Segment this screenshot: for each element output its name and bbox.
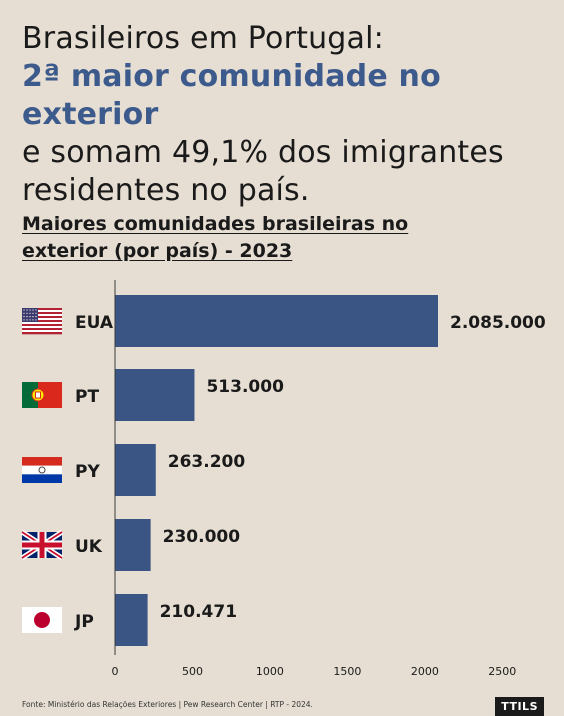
value-label-jp: 210.471 — [160, 602, 237, 622]
category-label-py: PY — [75, 462, 100, 482]
x-tick-label: 500 — [182, 665, 203, 678]
value-label-uk: 230.000 — [163, 527, 241, 547]
headline-line-3: e somam 49,1% dos imigrantes — [22, 135, 504, 170]
x-tick-label: 1500 — [333, 665, 361, 678]
headline-highlight: 2ª maior comunidade no exterior — [22, 59, 441, 132]
value-label-eua: 2.085.000 — [450, 313, 546, 333]
chart-title-line-1: Maiores comunidades brasileiras no — [22, 213, 409, 235]
headline-line-4: residentes no país. — [22, 173, 310, 208]
bar-pt — [115, 369, 195, 421]
source-note: Fonte: Ministério das Relações Exteriore… — [22, 700, 313, 709]
japan-flag-icon — [22, 607, 62, 633]
category-label-jp: JP — [74, 612, 94, 632]
paraguay-flag-icon — [22, 457, 62, 483]
chart-title-line-2: exterior (por país) - 2023 — [22, 240, 293, 262]
x-tick-label: 1000 — [256, 665, 284, 678]
bar-uk — [115, 519, 151, 571]
us-flag-icon — [22, 308, 62, 335]
bar-chart: EUA 2.085.000 PT 513.000 PY 263.200 UK 230.000 J… — [20, 280, 546, 678]
category-label-eua: EUA — [75, 313, 114, 333]
brand-logo: TTILS — [495, 697, 544, 716]
value-label-py: 263.200 — [168, 452, 246, 472]
uk-flag-icon — [20, 529, 64, 561]
category-label-uk: UK — [75, 537, 103, 557]
headline: Brasileiros em Portugal: 2ª maior comuni… — [22, 20, 552, 210]
x-tick-label: 0 — [112, 665, 119, 678]
category-label-pt: PT — [75, 387, 99, 407]
bar-py — [115, 444, 156, 496]
headline-line-1: Brasileiros em Portugal: — [22, 21, 384, 56]
portugal-flag-icon — [22, 382, 62, 408]
bar-jp — [115, 594, 148, 646]
x-tick-label: 2000 — [411, 665, 439, 678]
bar-eua — [115, 295, 438, 347]
x-tick-label: 2500 — [488, 665, 516, 678]
chart-title: Maiores comunidades brasileiras no exter… — [22, 211, 442, 265]
value-label-pt: 513.000 — [206, 377, 284, 397]
